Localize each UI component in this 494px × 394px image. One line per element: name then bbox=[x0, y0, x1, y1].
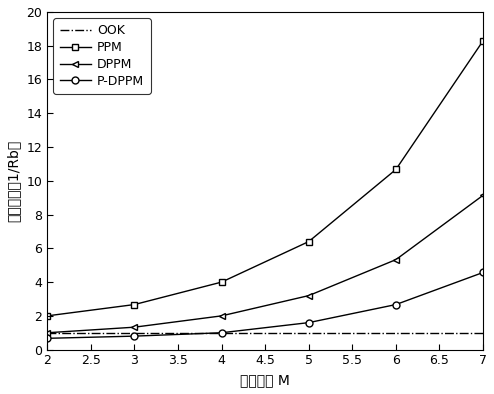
DPPM bbox=[480, 193, 486, 198]
P-DPPM bbox=[480, 270, 486, 275]
OOK bbox=[306, 331, 312, 335]
Legend: OOK, PPM, DPPM, P-DPPM: OOK, PPM, DPPM, P-DPPM bbox=[53, 18, 151, 94]
OOK bbox=[44, 331, 50, 335]
OOK bbox=[131, 331, 137, 335]
PPM bbox=[393, 167, 399, 172]
PPM bbox=[44, 314, 50, 318]
PPM bbox=[131, 302, 137, 307]
Line: P-DPPM: P-DPPM bbox=[44, 269, 487, 342]
DPPM bbox=[44, 331, 50, 335]
Line: PPM: PPM bbox=[44, 37, 487, 320]
Line: DPPM: DPPM bbox=[44, 192, 487, 336]
P-DPPM bbox=[219, 331, 225, 335]
X-axis label: 编码位数 M: 编码位数 M bbox=[240, 373, 290, 387]
P-DPPM bbox=[44, 336, 50, 341]
PPM bbox=[219, 280, 225, 284]
OOK bbox=[219, 331, 225, 335]
Y-axis label: 带宽需求（1/Rb）: 带宽需求（1/Rb） bbox=[7, 139, 21, 222]
P-DPPM bbox=[131, 334, 137, 338]
DPPM bbox=[306, 293, 312, 298]
DPPM bbox=[131, 325, 137, 329]
DPPM bbox=[393, 257, 399, 262]
OOK bbox=[393, 331, 399, 335]
DPPM bbox=[219, 314, 225, 318]
PPM bbox=[480, 39, 486, 43]
P-DPPM bbox=[306, 320, 312, 325]
P-DPPM bbox=[393, 302, 399, 307]
OOK bbox=[480, 331, 486, 335]
PPM bbox=[306, 239, 312, 244]
